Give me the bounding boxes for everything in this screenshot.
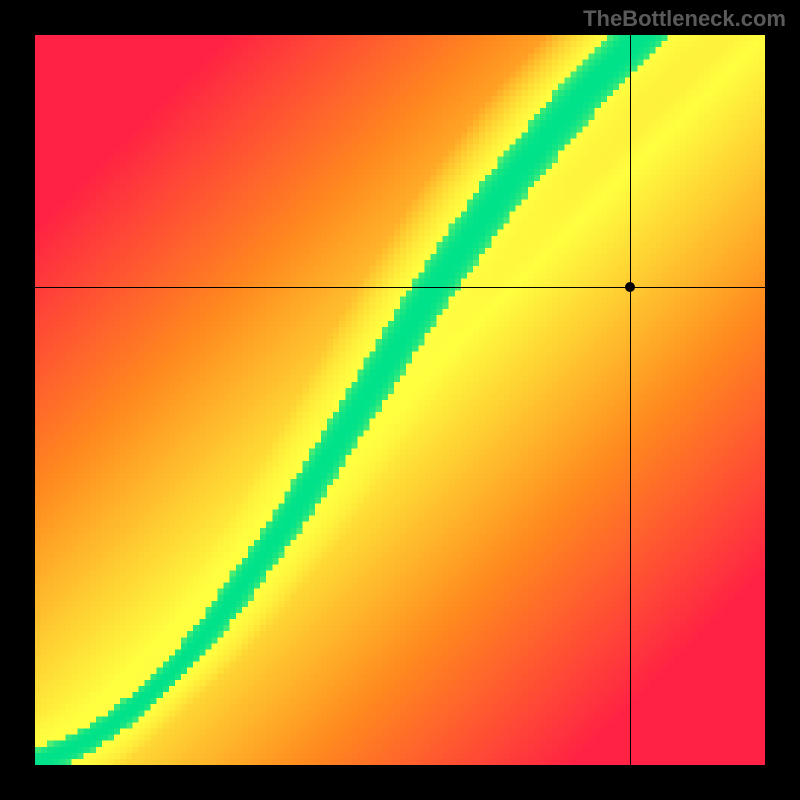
heatmap-canvas [35,35,765,765]
heatmap-plot [35,35,765,765]
crosshair-horizontal [35,287,765,288]
crosshair-marker [625,282,635,292]
watermark-text: TheBottleneck.com [583,6,786,32]
crosshair-vertical [630,35,631,765]
